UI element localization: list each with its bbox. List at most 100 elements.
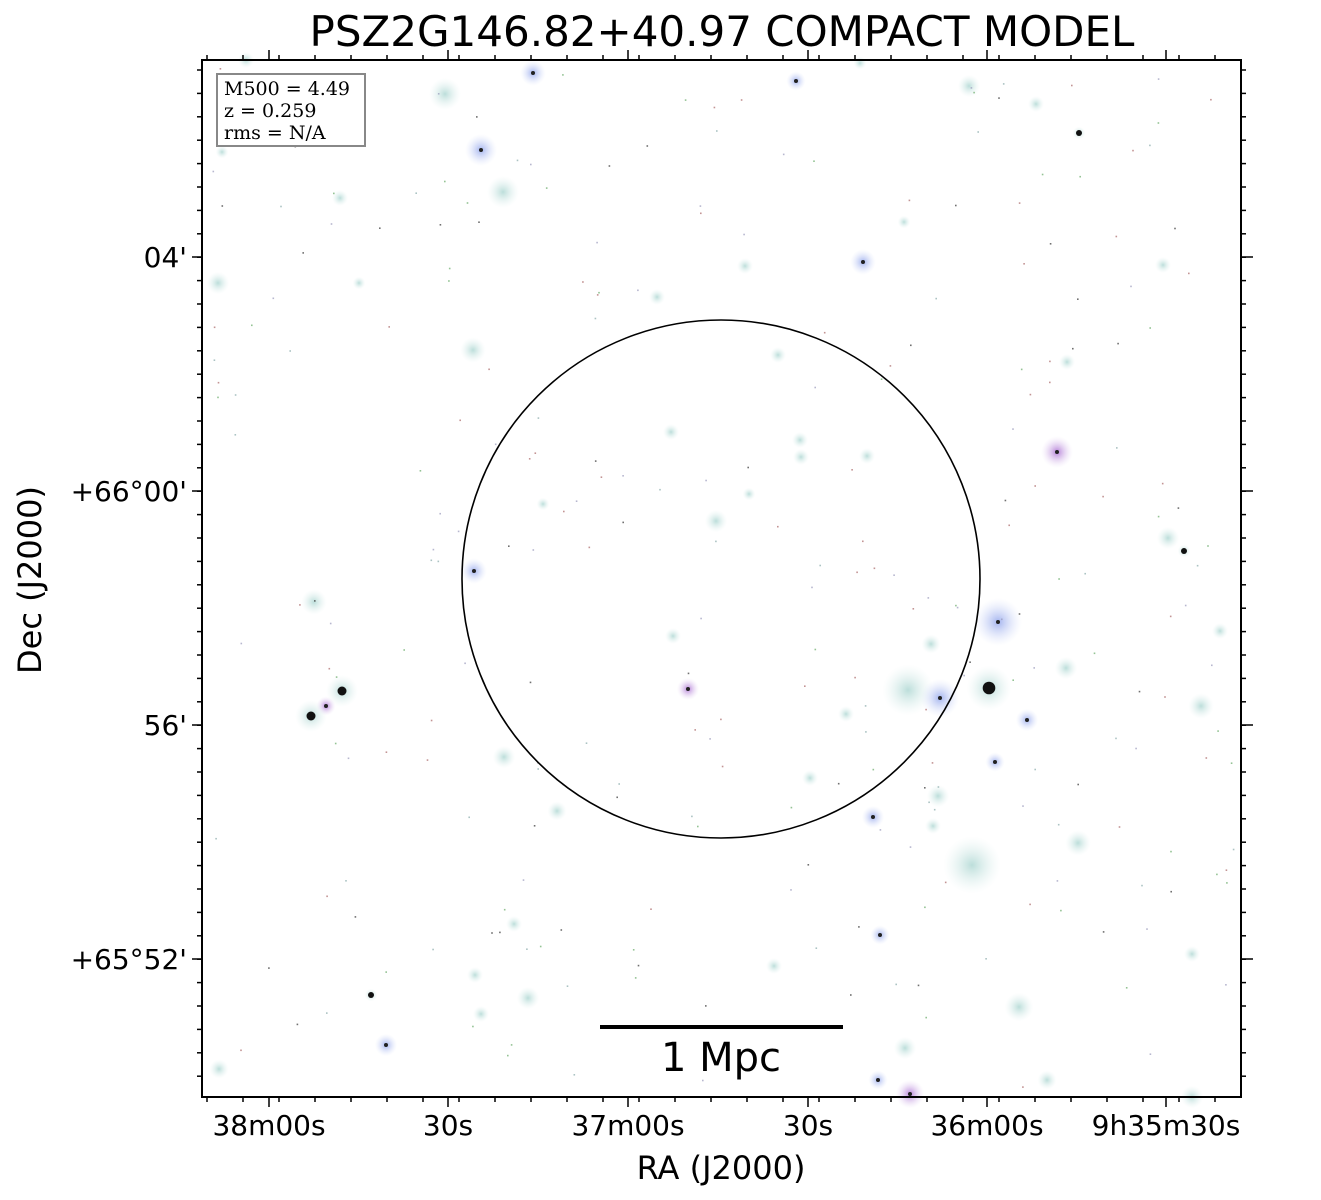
noise-speck (807, 864, 810, 866)
noise-speck (251, 324, 253, 327)
noise-speck (566, 985, 569, 987)
sky-source (957, 74, 981, 98)
noise-speck (299, 604, 301, 606)
noise-speck (522, 879, 525, 881)
noise-speck (329, 622, 332, 625)
noise-speck (933, 808, 936, 811)
noise-speck (622, 475, 624, 477)
sky-source (786, 71, 806, 91)
noise-speck (879, 829, 882, 831)
x-tick-label: 37m00s (571, 1109, 685, 1142)
noise-speck (1207, 545, 1209, 547)
noise-speck (1118, 826, 1121, 828)
noise-speck (466, 202, 469, 204)
noise-speck (560, 929, 563, 931)
redshift-text: z = 0.259 (224, 100, 317, 122)
noise-speck (1020, 368, 1023, 371)
noise-speck (448, 280, 450, 282)
noise-speck (464, 662, 466, 665)
noise-speck (268, 967, 270, 969)
y-tick-label: +66°00' (70, 475, 187, 508)
noise-speck (385, 751, 388, 753)
noise-speck (697, 825, 699, 828)
noise-speck (1230, 762, 1233, 764)
sky-source (1184, 946, 1200, 962)
noise-speck (594, 460, 597, 462)
noise-speck (851, 469, 853, 471)
noise-speck (1169, 615, 1172, 618)
noise-speck (419, 470, 422, 472)
noise-speck (1188, 272, 1190, 275)
sky-source (895, 1079, 925, 1109)
sky-source (1072, 126, 1086, 140)
noise-speck (1060, 909, 1062, 912)
noise-speck (403, 649, 405, 651)
noise-speck (1012, 428, 1014, 430)
sky-source (473, 1006, 489, 1022)
noise-speck (618, 783, 620, 785)
noise-speck (379, 227, 381, 229)
sky-source (766, 958, 782, 974)
noise-speck (385, 971, 387, 973)
noise-speck (998, 97, 1000, 99)
sky-source (850, 249, 876, 275)
sky-source (920, 678, 960, 718)
noise-speck (740, 99, 743, 101)
noise-speck (872, 768, 875, 771)
noise-speck (234, 394, 237, 396)
noise-speck (790, 889, 792, 891)
noise-speck (702, 1079, 704, 1082)
noise-speck (720, 718, 722, 721)
noise-speck (219, 68, 222, 70)
noise-speck (1205, 757, 1208, 759)
y-tick-label: +65°52' (70, 943, 187, 976)
x-axis-title: RA (J2000) (636, 1149, 806, 1187)
noise-speck (608, 165, 611, 167)
noise-speck (1093, 652, 1096, 655)
sky-source (859, 448, 875, 464)
noise-speck (1225, 984, 1227, 986)
noise-speck (448, 267, 451, 270)
noise-speck (1049, 360, 1051, 363)
noise-speck (1018, 202, 1021, 204)
noise-speck (1049, 381, 1051, 384)
noise-speck (240, 1049, 242, 1052)
noise-speck (1216, 873, 1218, 876)
noise-speck (694, 729, 696, 731)
sky-source (429, 78, 461, 110)
sky-source (301, 589, 327, 615)
noise-speck (439, 512, 441, 515)
noise-speck (1022, 805, 1024, 807)
noise-speck (1170, 890, 1172, 893)
noise-speck (1079, 175, 1081, 178)
noise-speck (823, 331, 826, 334)
noise-speck (217, 396, 219, 399)
sky-source (1177, 544, 1191, 558)
noise-speck (1135, 747, 1137, 750)
noise-speck (1029, 393, 1032, 396)
noise-speck (854, 676, 856, 679)
noise-speck (532, 549, 535, 551)
noise-speck (1004, 499, 1007, 502)
noise-speck (507, 1054, 509, 1057)
noise-speck (646, 145, 649, 147)
noise-speck (503, 908, 506, 911)
x-tick-label: 38m00s (212, 1109, 326, 1142)
noise-speck (510, 1044, 513, 1046)
noise-speck (533, 825, 536, 827)
noise-speck (637, 964, 640, 967)
noise-speck (221, 205, 224, 207)
noise-speck (1149, 327, 1151, 329)
noise-speck (713, 106, 716, 109)
noise-speck (328, 667, 331, 670)
noise-speck (234, 434, 237, 436)
noise-speck (908, 199, 911, 202)
noise-speck (700, 617, 702, 620)
sky-source (520, 60, 546, 86)
plot-title: PSZ2G146.82+40.97 COMPACT MODEL (309, 7, 1135, 56)
sky-source (460, 337, 486, 363)
noise-speck (585, 742, 588, 744)
sky-source (882, 664, 934, 716)
noise-speck (573, 1074, 576, 1076)
noise-speck (439, 224, 442, 226)
